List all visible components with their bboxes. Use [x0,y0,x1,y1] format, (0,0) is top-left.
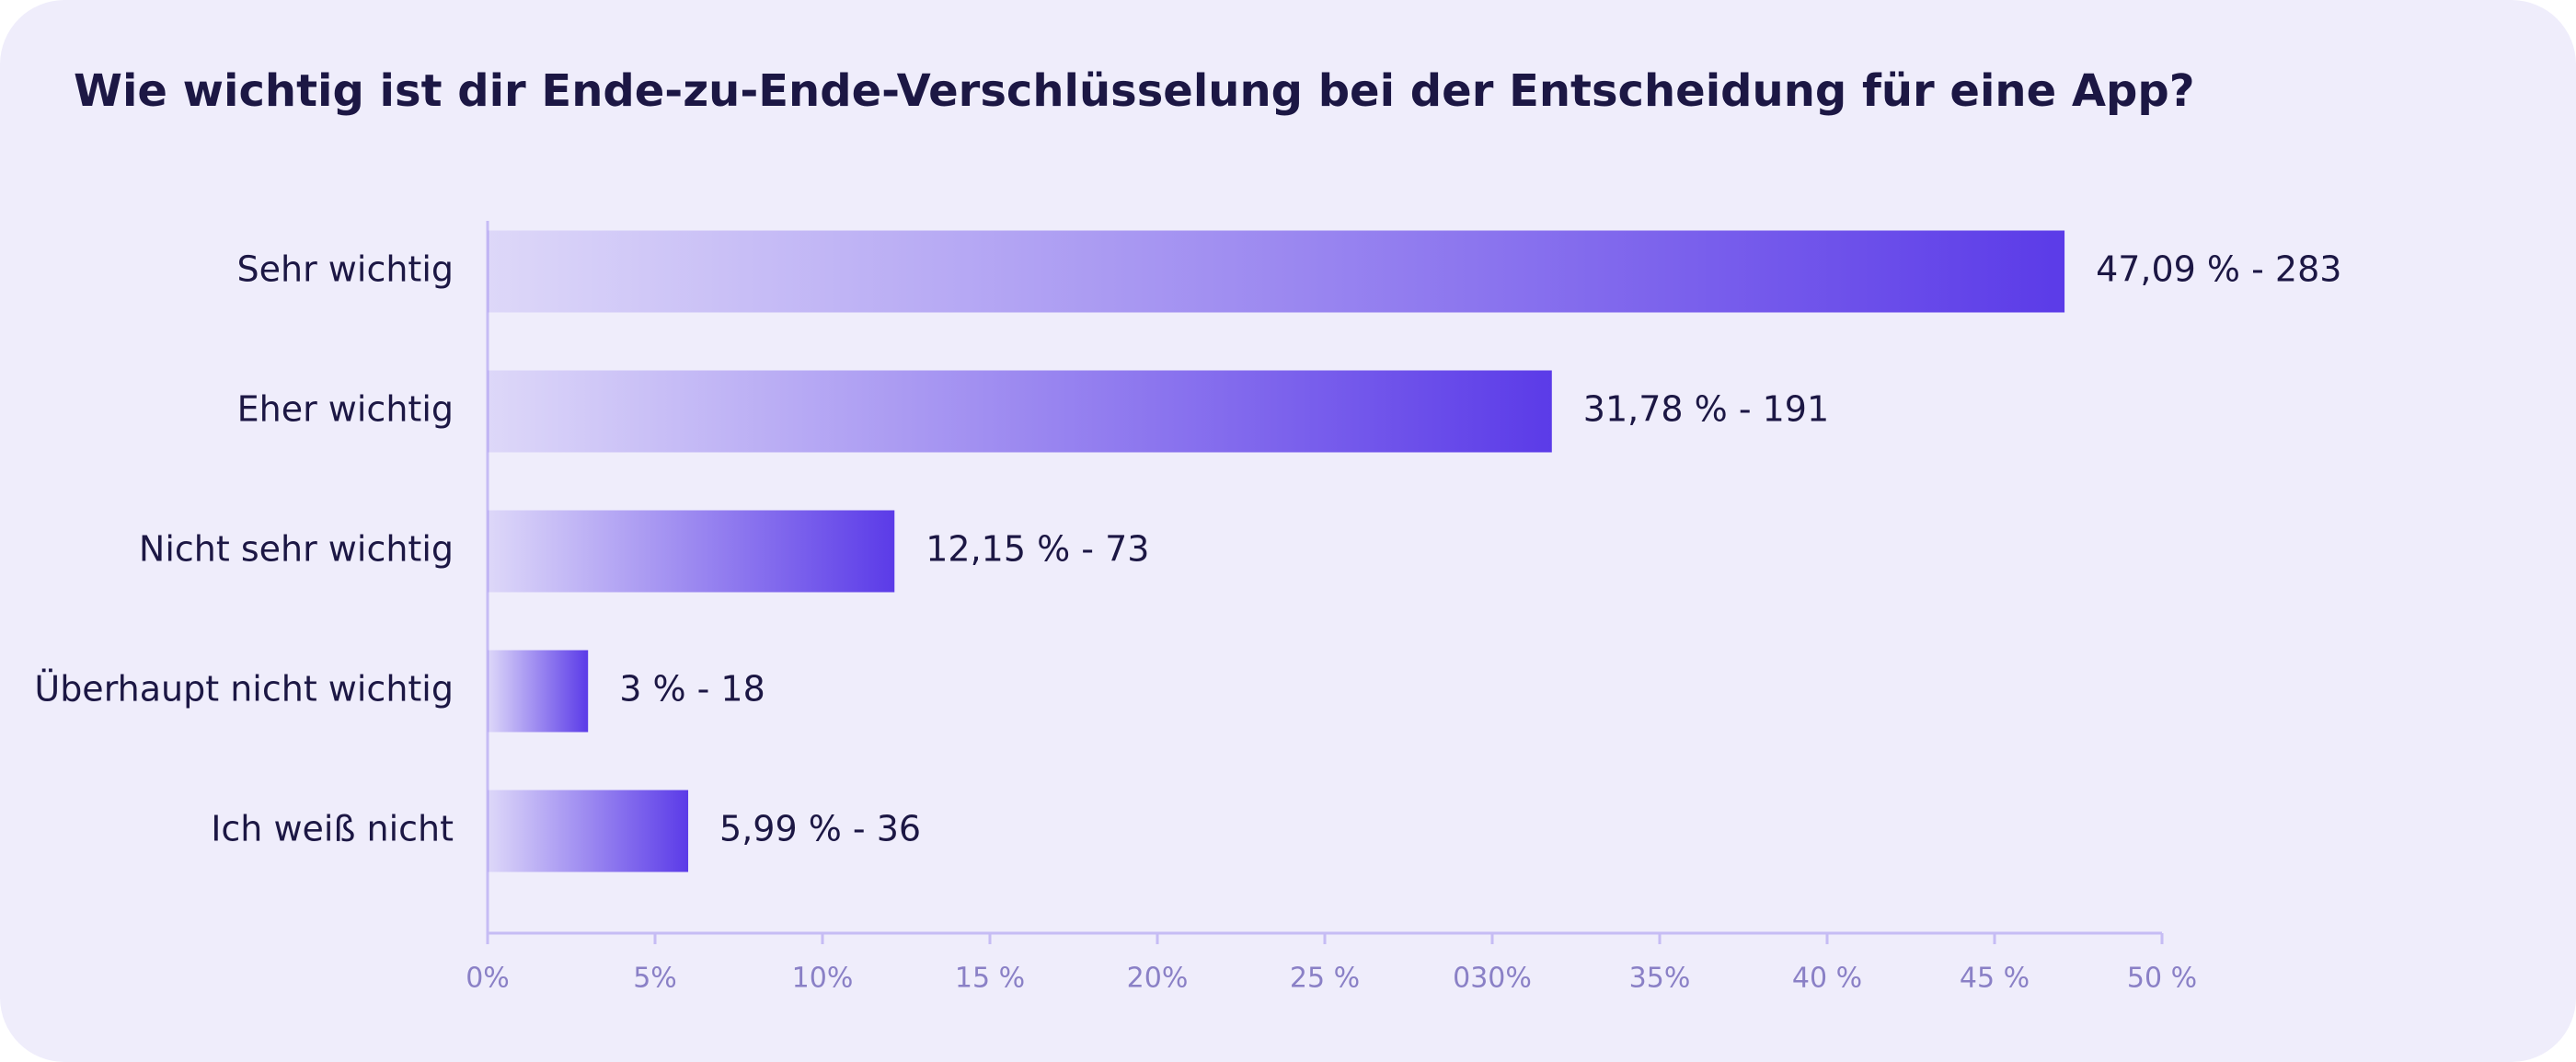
bar [488,370,1552,453]
x-tick-label: 15 % [955,963,1025,995]
value-label: 31,78 % - 191 [1583,389,1829,430]
value-label: 47,09 % - 283 [2096,249,2341,290]
category-label: Ich weiß nicht [211,809,454,849]
x-tick-label: 45 % [1960,963,2030,995]
value-label: 3 % - 18 [619,669,765,710]
bar [488,230,2065,313]
x-tick-label: 20% [1127,963,1189,995]
category-label: Nicht sehr wichtig [139,529,454,570]
x-tick-label: 40 % [1792,963,1862,995]
x-tick-label: 25 % [1290,963,1360,995]
x-tick-label: 5% [633,963,677,995]
chart-title: Wie wichtig ist dir Ende-zu-Ende-Verschl… [74,65,2195,117]
x-tick-label: 0% [466,963,510,995]
x-tick-label: 35% [1629,963,1691,995]
x-tick-label: 10% [792,963,854,995]
category-label: Eher wichtig [237,389,454,430]
bar [488,510,895,593]
value-label: 5,99 % - 36 [719,809,921,849]
bar [488,650,589,733]
bar [488,790,689,872]
category-label: Überhaupt nicht wichtig [34,669,454,710]
category-label: Sehr wichtig [237,249,454,290]
x-tick-label: 030% [1453,963,1532,995]
value-label: 12,15 % - 73 [926,529,1149,570]
x-tick-label: 50 % [2127,963,2197,995]
